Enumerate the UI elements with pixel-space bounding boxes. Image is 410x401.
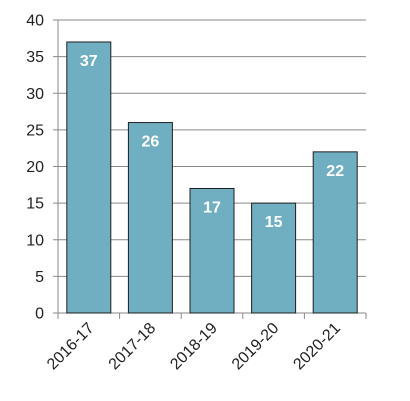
y-tick-label: 20 [26,159,44,176]
x-axis-tick-labels: 2016-17 2017-18 2018-19 2019-20 2020-21 [44,320,344,374]
y-tick-label: 0 [35,306,44,323]
bar-2016-17 [66,41,112,314]
bars [66,41,358,314]
data-label: 26 [142,134,160,151]
bar-2017-18 [127,122,173,314]
x-tick-label: 2016-17 [44,320,98,374]
y-tick-label: 5 [35,269,44,286]
x-tick-label: 2020-21 [290,320,344,374]
y-tick-label: 40 [26,13,44,30]
x-tick-label: 2018-19 [167,320,221,374]
y-tick-label: 25 [26,122,44,139]
data-label: 22 [326,163,344,180]
x-tick-label: 2019-20 [229,320,283,374]
y-tick-label: 35 [26,49,44,66]
data-labels: 37 26 17 15 22 [80,53,344,231]
data-label: 15 [265,214,283,231]
y-tick-label: 30 [26,86,44,103]
y-axis-tick-labels: 0 5 10 15 20 25 30 35 40 [26,13,44,323]
bar-2019-20 [251,202,297,314]
bar-2020-21 [312,151,358,314]
x-tick-label: 2017-18 [106,320,160,374]
y-tick-label: 15 [26,196,44,213]
bar-2018-19 [189,187,235,314]
data-label: 37 [80,53,98,70]
data-label: 17 [203,199,221,216]
y-tick-label: 10 [26,232,44,249]
